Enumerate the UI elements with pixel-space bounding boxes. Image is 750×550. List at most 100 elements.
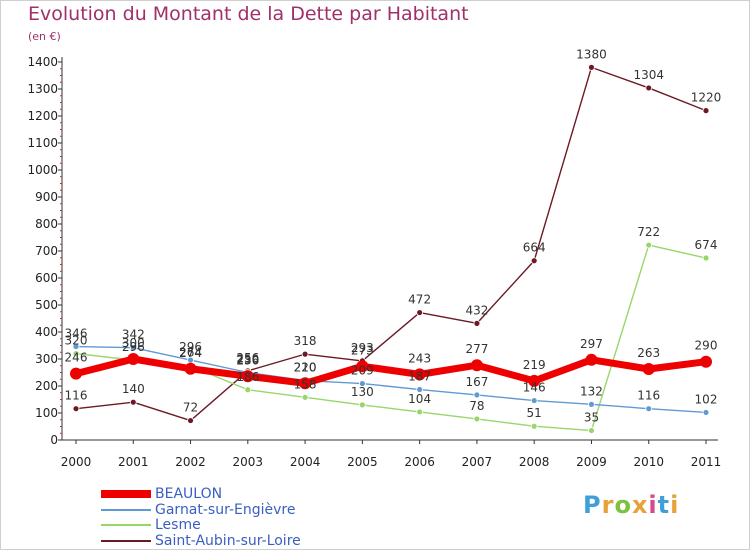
data-point-garnat-sur-engi-vre [530,397,538,404]
x-tick-label: 2003 [233,455,264,469]
data-point-lesme [358,401,366,409]
legend-label: Lesme [155,517,201,533]
data-point-saint-aubin-sur-loire [301,350,309,358]
legend-swatch [101,490,151,498]
logo-letter: P [583,491,602,519]
data-point-lesme [72,350,80,358]
data-label-saint-aubin-sur-loire: 1380 [576,47,607,61]
legend-swatch [101,524,151,526]
data-label-saint-aubin-sur-loire: 140 [122,382,145,396]
data-label-saint-aubin-sur-loire: 256 [236,351,259,365]
data-point-garnat-sur-engi-vre [358,380,366,387]
data-point-saint-aubin-sur-loire [645,84,653,92]
data-label-garnat-sur-engi-vre: 220 [294,361,317,375]
logo-letter: x [631,491,649,519]
y-tick-label: 1400 [27,55,58,69]
series-line-garnat-sur-engi-vre [75,345,707,414]
y-tick-label: 700 [35,244,58,258]
data-point-lesme [530,422,538,430]
data-label-lesme: 104 [408,392,431,406]
data-point-saint-aubin-sur-loire [187,417,194,424]
data-label-lesme: 51 [527,406,542,420]
data-label-beaulon: 277 [465,342,488,356]
data-label-beaulon: 243 [408,351,431,365]
x-tick-label: 2001 [118,455,149,469]
data-point-beaulon [356,360,369,373]
data-point-garnat-sur-engi-vre [473,391,481,399]
data-point-lesme [301,393,309,401]
series-line-beaulon [72,355,710,387]
data-label-saint-aubin-sur-loire: 472 [408,293,431,307]
data-point-beaulon [700,355,712,368]
x-tick-label: 2002 [175,455,206,469]
y-tick-label: 0 [50,433,58,447]
logo-letter: i [670,491,680,519]
data-label-lesme: 674 [695,238,718,252]
data-point-saint-aubin-sur-loire [72,405,80,413]
data-label-beaulon: 300 [122,336,145,350]
data-label-garnat-sur-engi-vre: 187 [408,370,431,384]
proxiti-logo: Proxiti [583,491,679,519]
data-label-saint-aubin-sur-loire: 1304 [633,68,664,82]
data-point-saint-aubin-sur-loire [129,398,137,406]
y-tick-label: 800 [35,217,58,231]
data-point-beaulon [470,359,483,372]
data-label-beaulon: 273 [351,343,374,357]
data-point-lesme [702,254,710,262]
data-point-lesme [244,386,252,394]
data-label-lesme: 78 [469,399,484,413]
data-label-beaulon: 210 [294,360,317,374]
data-point-garnat-sur-engi-vre [129,344,137,352]
data-point-beaulon [184,362,197,375]
data-label-lesme: 296 [122,340,145,354]
y-tick-label: 100 [35,406,58,420]
data-label-garnat-sur-engi-vre: 250 [236,353,259,367]
data-label-garnat-sur-engi-vre: 146 [523,381,546,395]
data-label-lesme: 320 [65,334,88,348]
data-label-saint-aubin-sur-loire: 116 [65,389,88,403]
data-label-beaulon: 246 [65,351,88,365]
chart-title: Evolution du Montant de la Dette par Hab… [28,3,469,25]
y-tick-label: 1200 [27,109,58,123]
data-label-garnat-sur-engi-vre: 342 [122,328,145,342]
data-label-garnat-sur-engi-vre: 209 [351,364,374,378]
x-tick-label: 2004 [290,455,321,469]
data-point-saint-aubin-sur-loire [416,309,424,316]
data-label-saint-aubin-sur-loire: 72 [183,401,198,415]
y-tick-label: 900 [35,190,58,204]
legend-item: BEAULON [101,486,222,502]
data-label-saint-aubin-sur-loire: 1220 [691,91,722,105]
data-point-garnat-sur-engi-vre [645,405,653,413]
data-label-saint-aubin-sur-loire: 318 [294,334,317,348]
logo-letter: o [614,491,632,519]
data-label-lesme: 158 [294,377,317,391]
data-point-beaulon [241,370,254,383]
data-label-garnat-sur-engi-vre: 102 [695,392,718,406]
y-tick-label: 1100 [27,136,58,150]
y-tick-label: 1000 [27,163,58,177]
x-tick-label: 2010 [633,455,664,469]
x-tick-label: 2006 [404,455,435,469]
y-tick-label: 500 [35,298,58,312]
data-label-lesme: 722 [637,225,660,239]
logo-letter: r [601,491,615,519]
data-point-saint-aubin-sur-loire [702,107,710,114]
data-point-lesme [645,241,653,249]
data-label-beaulon: 290 [695,339,718,353]
data-label-beaulon: 297 [580,337,603,351]
data-point-lesme [416,408,424,416]
data-label-garnat-sur-engi-vre: 296 [179,340,202,354]
data-point-beaulon [127,353,140,365]
data-point-beaulon [299,377,312,390]
legend-label: Garnat-sur-Engièvre [155,501,296,518]
data-point-beaulon [413,368,426,381]
data-label-lesme: 130 [351,385,374,399]
legend-label: Saint-Aubin-sur-Loire [155,532,301,549]
data-point-garnat-sur-engi-vre [702,409,710,416]
data-label-lesme: 274 [179,346,202,360]
y-tick-label: 200 [35,379,58,393]
legend-label: BEAULON [155,486,223,502]
y-tick-label: 300 [35,352,58,366]
